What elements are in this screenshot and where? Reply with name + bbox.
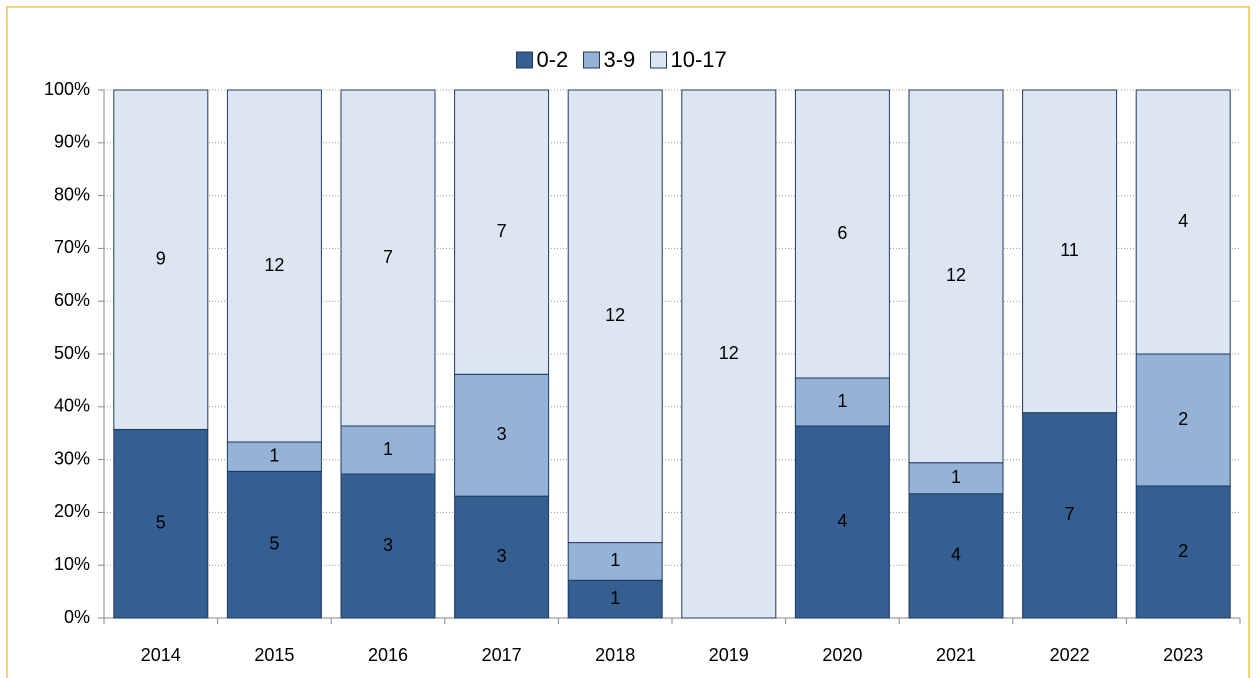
data-label: 1 <box>269 445 279 465</box>
bar-segment <box>340 425 436 475</box>
x-tick-label: 2016 <box>368 645 408 665</box>
bar-segment <box>454 89 550 375</box>
bar-segment <box>794 377 890 427</box>
legend-swatch <box>583 51 600 69</box>
x-tick-label: 2021 <box>936 645 976 665</box>
data-label: 11 <box>1060 240 1079 260</box>
data-label: 1 <box>383 439 393 459</box>
data-label: 12 <box>605 305 625 325</box>
bar-segment <box>226 89 322 443</box>
data-label: 1 <box>610 550 620 570</box>
bar-segment <box>794 425 890 619</box>
bar-segment <box>1022 89 1118 414</box>
data-label: 2 <box>1178 541 1188 561</box>
x-tick-label: 2017 <box>482 645 522 665</box>
data-label: 1 <box>610 588 620 608</box>
chart-border <box>6 6 1250 678</box>
data-label: 4 <box>951 545 961 565</box>
data-label: 3 <box>497 546 507 566</box>
y-tick-label: 0% <box>64 607 90 627</box>
x-tick-label: 2014 <box>141 645 181 665</box>
x-tick-label: 2019 <box>709 645 749 665</box>
data-label: 9 <box>156 248 166 268</box>
bar-segment <box>226 441 322 472</box>
data-label: 2 <box>1178 409 1188 429</box>
x-tick-label: 2020 <box>822 645 862 665</box>
bar-segment <box>113 89 209 430</box>
y-tick-label: 80% <box>54 184 90 204</box>
legend-label: 10-17 <box>671 47 727 72</box>
legend-swatch <box>650 51 667 69</box>
bar-segment <box>681 89 777 619</box>
data-label: 3 <box>497 424 507 444</box>
bar-segment <box>567 579 663 619</box>
data-label: 4 <box>1178 211 1188 231</box>
data-label: 7 <box>497 221 507 241</box>
y-tick-label: 20% <box>54 501 90 521</box>
bar-segment <box>340 473 436 619</box>
y-tick-label: 10% <box>54 554 90 574</box>
bar-segment <box>226 470 322 619</box>
data-label: 1 <box>951 467 961 487</box>
data-label: 1 <box>837 391 847 411</box>
data-label: 5 <box>269 533 279 553</box>
x-tick-label: 2018 <box>595 645 635 665</box>
data-label: 7 <box>383 247 393 267</box>
bar-segment <box>908 89 1004 464</box>
data-label: 6 <box>837 223 847 243</box>
bar-segment <box>567 89 663 544</box>
y-tick-label: 90% <box>54 132 90 152</box>
bar-segment <box>794 89 890 379</box>
bar-segment <box>113 428 209 619</box>
y-tick-label: 50% <box>54 343 90 363</box>
bar-segment <box>1135 89 1231 355</box>
x-tick-label: 2022 <box>1050 645 1090 665</box>
y-tick-label: 100% <box>44 79 90 99</box>
data-label: 3 <box>383 535 393 555</box>
bar-segment <box>340 89 436 427</box>
y-tick-label: 40% <box>54 396 90 416</box>
bar-segment <box>1135 353 1231 487</box>
data-label: 12 <box>719 343 739 363</box>
legend-label: 0-2 <box>537 47 569 72</box>
data-label: 12 <box>264 255 284 275</box>
data-label: 5 <box>156 512 166 532</box>
legend-swatch <box>516 51 533 69</box>
legend-label: 3-9 <box>604 47 636 72</box>
bar-segment <box>1135 485 1231 619</box>
x-tick-label: 2023 <box>1163 645 1203 665</box>
data-label: 4 <box>837 511 847 531</box>
y-tick-label: 70% <box>54 237 90 257</box>
data-label: 12 <box>946 265 966 285</box>
x-tick-label: 2015 <box>254 645 294 665</box>
bar-segment <box>1022 412 1118 619</box>
bar-segment <box>908 493 1004 619</box>
y-tick-label: 60% <box>54 290 90 310</box>
y-tick-label: 30% <box>54 448 90 468</box>
bar-segment <box>908 462 1004 495</box>
data-label: 7 <box>1065 504 1075 524</box>
